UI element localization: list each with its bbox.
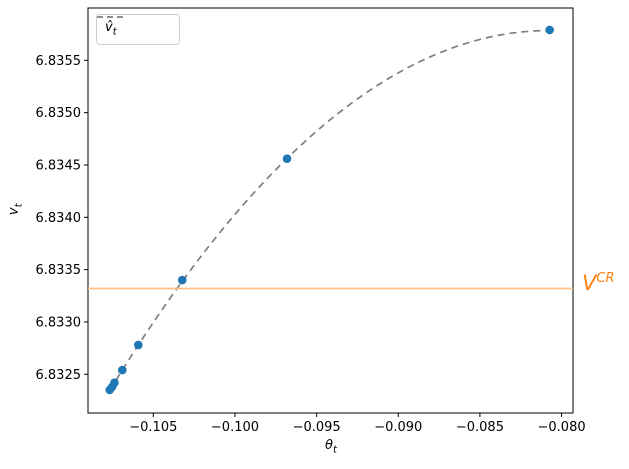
fitted-curve-dashed-line [108, 29, 550, 391]
x-tick-label: −0.090 [374, 420, 422, 435]
critical-value-annotation-base: V [582, 271, 597, 296]
y-tick-label: 6.8340 [36, 211, 82, 226]
y-tick-label: 6.8330 [36, 315, 82, 330]
x-axis-label-subscript: t [333, 444, 337, 456]
y-axis-label: vt [6, 196, 25, 222]
y-axis-label-base: v [6, 207, 22, 216]
legend-label: v̂t [105, 21, 117, 38]
x-tick-label: −0.085 [456, 420, 504, 435]
x-tick-label: −0.080 [538, 420, 586, 435]
x-tick-label: −0.100 [211, 420, 259, 435]
y-tick-label: 6.8325 [36, 368, 82, 383]
data-point [282, 154, 292, 163]
x-tick-label: −0.105 [129, 420, 177, 435]
data-point [117, 365, 127, 375]
data-point [110, 378, 119, 387]
data-point [177, 275, 187, 285]
data-point [133, 340, 143, 350]
y-tick-label: 6.8345 [36, 158, 82, 173]
critical-value-annotation-superscript: CR [596, 271, 615, 287]
critical-value-annotation: VCR [582, 272, 615, 294]
x-tick-label: −0.095 [293, 420, 341, 435]
x-axis-label: θt [316, 439, 346, 456]
y-axis-label-subscript: t [13, 203, 25, 208]
y-tick-label: 6.8350 [36, 106, 82, 121]
legend-label-base: v̂ [105, 20, 113, 36]
x-axis-label-base: θ [325, 438, 334, 453]
y-tick-label: 6.8335 [36, 263, 82, 278]
legend-label-subscript: t [112, 26, 117, 38]
axes-spines [87, 7, 574, 414]
legend: v̂t [96, 14, 180, 45]
data-point [545, 25, 554, 35]
legend-dashed-line-sample [97, 16, 127, 18]
y-tick-label: 6.8355 [36, 54, 82, 69]
